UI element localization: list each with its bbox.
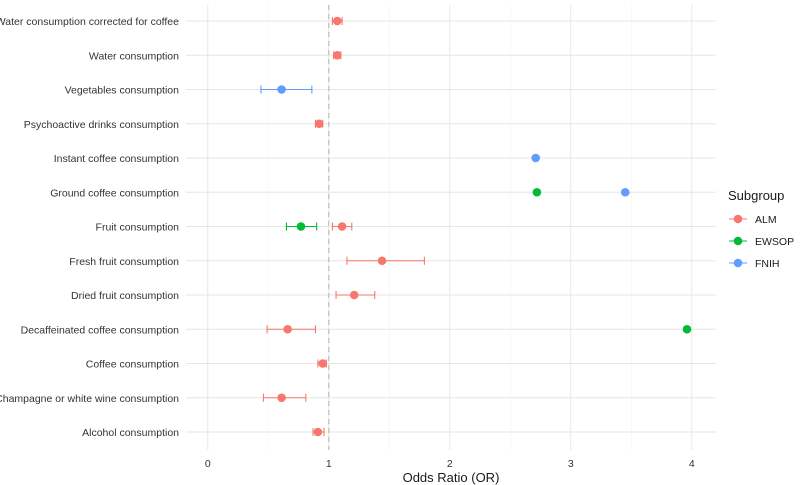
x-tick-label: 3 [568,458,574,470]
y-category-label: Psychoactive drinks consumption [24,119,179,131]
y-category-label: Coffee consumption [86,359,179,371]
point-estimate [337,222,347,231]
point-estimate [620,187,630,197]
minor-grid [267,5,632,450]
point-estimate [377,256,387,266]
point-estimate [277,393,286,403]
point-estimate [332,50,342,60]
y-category-label: Instant coffee consumption [54,153,179,165]
point-estimate [531,153,541,163]
x-tick-label: 0 [205,458,211,470]
point-estimate [277,85,286,94]
legend-label: ALM [755,214,777,226]
legend-label: FNIH [755,258,780,270]
point-estimate [318,359,328,368]
legend-key-point [733,258,743,268]
x-tick-label: 2 [447,458,453,470]
point-estimate [296,222,306,231]
y-category-label: Fresh fruit consumption [69,256,179,268]
y-category-label: Alcohol consumption [82,427,179,439]
legend: Subgroup ALM EWSOP FNIH [728,188,794,270]
point-estimate [682,324,692,334]
y-category-label: Decaffeinated coffee consumption [21,324,180,336]
x-tick-label: 4 [689,458,695,470]
y-category-label: Vegetables consumption [65,85,180,97]
y-category-label: Dried fruit consumption [71,290,179,302]
y-category-label: Ground coffee consumption [50,187,179,199]
legend-key-point [733,214,743,224]
point-estimate [313,427,323,437]
point-estimate [283,324,292,334]
legend-key-point [733,236,743,246]
x-axis-ticks: 0 1 2 3 4 [205,458,695,470]
legend-title: Subgroup [728,188,784,203]
y-category-label: Champagne or white wine consumption [0,393,179,405]
point-estimate [532,187,542,197]
point-estimate [332,16,342,26]
x-axis-title: Odds Ratio (OR) [403,470,500,485]
data-marks [260,16,692,437]
point-estimate [349,290,359,300]
legend-label: EWSOP [755,236,794,248]
y-category-label: Water consumption corrected for coffee [0,16,179,28]
y-category-label: Water consumption [89,50,179,62]
y-axis-labels: Water consumption corrected for coffee Wa… [0,16,179,439]
major-grid [186,5,716,450]
point-estimate [314,119,324,129]
y-category-label: Fruit consumption [96,222,180,234]
x-tick-label: 1 [326,458,332,470]
